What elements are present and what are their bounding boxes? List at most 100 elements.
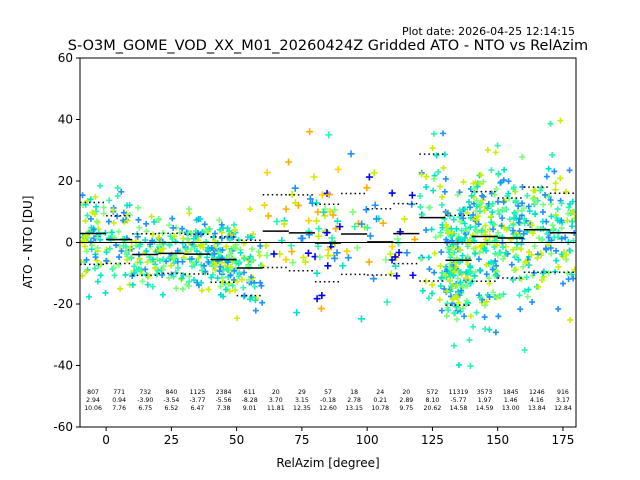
bin-count-label: 840	[165, 389, 177, 396]
data-point	[324, 262, 332, 270]
data-point	[115, 261, 122, 268]
data-point	[273, 218, 281, 226]
data-point	[84, 198, 91, 205]
data-point	[312, 199, 320, 207]
data-point	[543, 246, 550, 253]
data-point	[128, 255, 135, 262]
data-point	[151, 218, 158, 225]
data-point	[118, 248, 125, 255]
data-point	[512, 266, 519, 273]
data-point	[445, 306, 452, 313]
data-point	[500, 291, 507, 298]
data-point	[483, 298, 490, 305]
data-point	[129, 281, 136, 288]
data-point	[195, 255, 202, 262]
x-tick-label: 100	[356, 433, 379, 447]
bin-mean-label: 1.46	[504, 397, 518, 404]
data-point	[564, 270, 571, 277]
data-point	[393, 272, 401, 280]
data-point	[246, 276, 253, 283]
data-point	[152, 265, 159, 272]
data-point	[439, 194, 446, 201]
data-point	[365, 173, 373, 181]
data-point	[349, 208, 357, 216]
bin-mean-label: 4.16	[530, 397, 544, 404]
data-point	[351, 223, 359, 231]
data-point	[535, 283, 542, 290]
data-point	[238, 276, 245, 283]
data-point	[122, 243, 129, 250]
data-point	[485, 238, 492, 245]
data-point	[171, 253, 178, 260]
data-point	[201, 262, 208, 269]
data-point	[234, 278, 241, 285]
data-point	[510, 221, 517, 228]
bin-std-label: 12.84	[554, 405, 572, 412]
data-point	[521, 220, 528, 227]
data-point	[231, 267, 238, 274]
data-point	[317, 305, 325, 313]
data-point	[450, 216, 457, 223]
data-point	[549, 152, 556, 159]
data-point	[478, 200, 485, 207]
data-point	[418, 256, 425, 263]
data-point	[126, 202, 133, 209]
data-point	[425, 295, 432, 302]
bin-mean-label: 0.21	[373, 397, 387, 404]
data-point	[137, 259, 144, 266]
bin-mean-label: 2.94	[86, 397, 100, 404]
data-point	[538, 252, 545, 259]
data-point	[169, 215, 176, 222]
data-point	[365, 258, 373, 266]
data-point	[551, 168, 558, 175]
data-point	[218, 221, 225, 228]
data-point	[155, 234, 162, 241]
bin-std-label: 6.47	[191, 405, 205, 412]
data-point	[102, 289, 109, 296]
data-point	[481, 207, 488, 214]
data-point	[495, 171, 502, 178]
data-point	[155, 216, 162, 223]
data-point	[84, 212, 91, 219]
data-point	[191, 243, 198, 250]
data-point	[431, 250, 438, 257]
data-point	[220, 293, 227, 300]
data-point	[170, 273, 177, 280]
data-point	[437, 232, 444, 239]
data-point	[554, 217, 561, 224]
data-point	[160, 266, 167, 273]
data-point	[499, 244, 506, 251]
data-point	[86, 229, 93, 236]
data-point	[127, 245, 134, 252]
data-point	[131, 263, 138, 270]
data-point	[417, 193, 424, 200]
data-point	[461, 313, 468, 320]
bin-std-label: 13.00	[502, 405, 520, 412]
data-point	[441, 215, 448, 222]
x-tick-label: 175	[551, 433, 574, 447]
data-point	[451, 249, 458, 256]
data-point	[256, 252, 263, 259]
data-point	[313, 269, 321, 277]
data-point	[115, 228, 122, 235]
data-point	[166, 274, 173, 281]
data-point	[494, 142, 501, 149]
data-point	[458, 268, 465, 275]
data-point	[480, 178, 487, 185]
data-point	[136, 243, 143, 250]
bin-mean-label: -5.77	[451, 397, 467, 404]
data-point	[232, 287, 239, 294]
data-point	[316, 253, 324, 261]
data-point	[87, 215, 94, 222]
data-point	[483, 261, 490, 268]
x-tick-label: 125	[421, 433, 444, 447]
data-point	[227, 272, 234, 279]
data-point	[506, 216, 513, 223]
x-axis: 0 25 50 75 100 125 150 175	[102, 427, 574, 447]
data-point	[370, 169, 378, 177]
data-point	[544, 230, 551, 237]
data-point	[558, 235, 565, 242]
data-point	[452, 292, 459, 299]
data-point	[554, 206, 561, 213]
data-point	[135, 216, 142, 223]
